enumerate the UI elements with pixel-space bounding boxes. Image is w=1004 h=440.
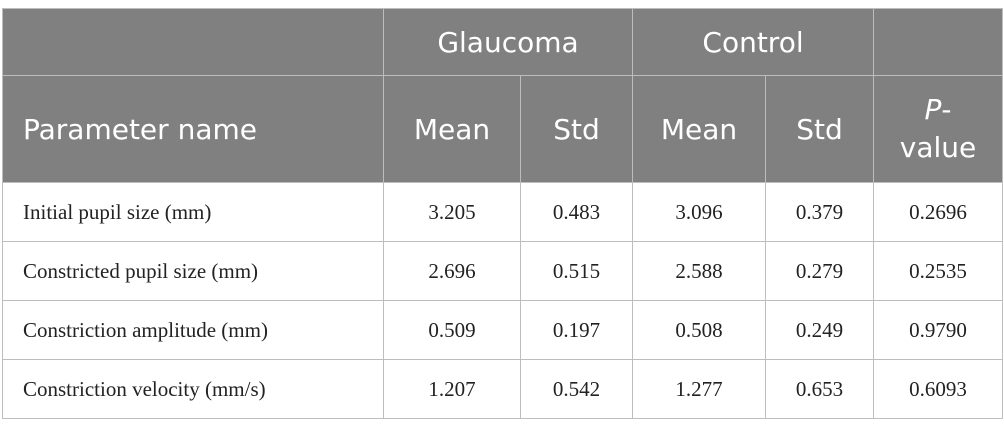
table-body: Initial pupil size (mm) 3.205 0.483 3.096 0.…	[2, 182, 1003, 419]
cell: 0.2535	[873, 241, 1003, 301]
group-header: Control	[632, 8, 874, 76]
p-italic: P	[924, 93, 942, 126]
table-row: Initial pupil size (mm) 3.205 0.483 3.096 0.…	[2, 182, 1003, 242]
column-header: Parameter name	[2, 75, 384, 183]
table-row: Constriction amplitude (mm) 0.509 0.197 0.5…	[2, 300, 1003, 360]
table-row: Constricted pupil size (mm) 2.696 0.515 2.5…	[2, 241, 1003, 301]
cell: 2.588	[632, 241, 766, 301]
column-header-row: Parameter name Mean Std Mean Std P-value	[2, 75, 1003, 183]
row-label: Initial pupil size (mm)	[2, 182, 384, 242]
header-cell	[2, 8, 384, 76]
cell: 1.277	[632, 359, 766, 419]
table-row: Constriction velocity (mm/s) 1.207 0.542 1.…	[2, 359, 1003, 419]
cell: 0.509	[383, 300, 521, 360]
header-cell	[873, 8, 1003, 76]
p-value-header: P-value	[873, 75, 1003, 183]
cell: 3.205	[383, 182, 521, 242]
data-table: Glaucoma Control Parameter name Mean Std Me…	[2, 8, 1003, 419]
cell: 0.6093	[873, 359, 1003, 419]
cell: 0.249	[765, 300, 874, 360]
cell: 3.096	[632, 182, 766, 242]
cell: 0.279	[765, 241, 874, 301]
group-header: Glaucoma	[383, 8, 633, 76]
row-label: Constriction amplitude (mm)	[2, 300, 384, 360]
cell: 0.9790	[873, 300, 1003, 360]
cell: 0.515	[520, 241, 633, 301]
cell: 0.379	[765, 182, 874, 242]
row-label: Constricted pupil size (mm)	[2, 241, 384, 301]
cell: 0.542	[520, 359, 633, 419]
column-header: Std	[765, 75, 874, 183]
cell: 0.197	[520, 300, 633, 360]
column-header: Mean	[383, 75, 521, 183]
group-header-row: Glaucoma Control	[2, 8, 1003, 76]
row-label: Constriction velocity (mm/s)	[2, 359, 384, 419]
cell: 1.207	[383, 359, 521, 419]
cell: 0.508	[632, 300, 766, 360]
cell: 0.2696	[873, 182, 1003, 242]
cell: 0.653	[765, 359, 874, 419]
cell: 2.696	[383, 241, 521, 301]
column-header: Std	[520, 75, 633, 183]
cell: 0.483	[520, 182, 633, 242]
column-header: Mean	[632, 75, 766, 183]
p-rest: -value	[899, 93, 977, 164]
